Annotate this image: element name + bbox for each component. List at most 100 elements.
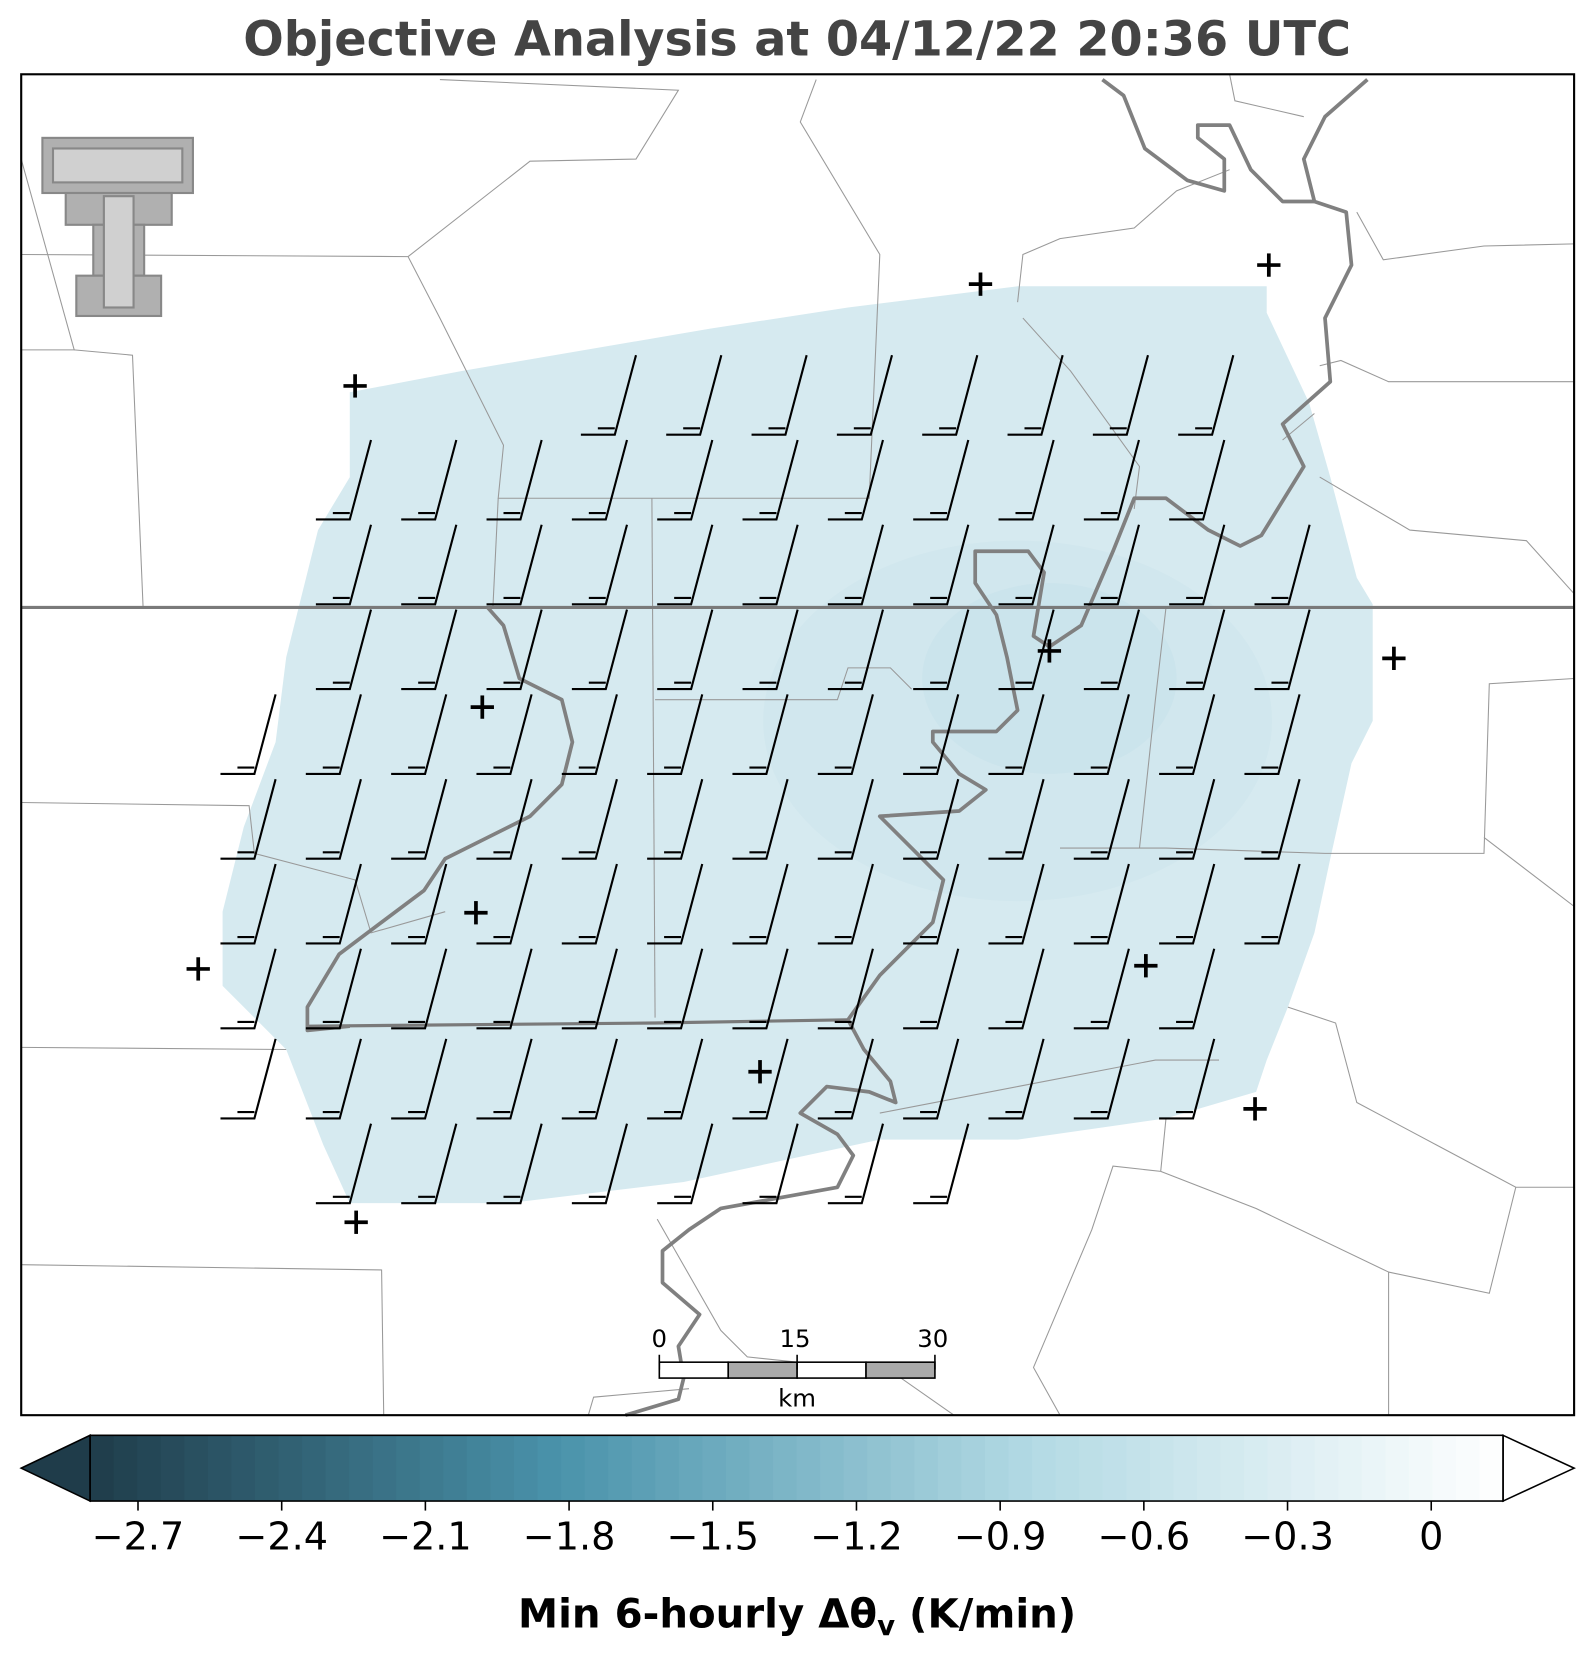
wind-barb	[561, 778, 618, 860]
colorbar-segment	[1079, 1435, 1104, 1502]
scalebar-segment	[727, 1361, 798, 1379]
colorbar-segment	[1196, 1435, 1222, 1502]
colorbar-tick-label: −2.7	[92, 1515, 185, 1559]
scalebar-segment	[865, 1361, 936, 1379]
wind-barb	[913, 524, 970, 606]
colorbar-segment	[1432, 1435, 1457, 1502]
colorbar-segment	[254, 1435, 280, 1502]
wind-barb	[1169, 609, 1226, 691]
title: Objective Analysis at 04/12/22 20:36 UTC	[243, 12, 1351, 67]
scalebar-segment	[658, 1361, 730, 1379]
wind-barb	[1073, 1038, 1130, 1120]
colorbar-segment	[1267, 1435, 1292, 1502]
wind-barbs	[220, 354, 1311, 1205]
wind-barb	[913, 1123, 970, 1205]
wind-barb	[401, 524, 458, 606]
wind-barb	[742, 439, 799, 521]
wind-barb	[1169, 439, 1226, 521]
wind-barb	[666, 354, 723, 436]
wind-barb	[561, 863, 618, 945]
colorbar-tick-label: −0.6	[1098, 1515, 1191, 1559]
colorbar-tick-label: 0	[1419, 1515, 1443, 1559]
colorbar-label-sub: v	[877, 1610, 895, 1642]
colorbar-segment	[725, 1435, 751, 1502]
wind-barb	[1073, 863, 1130, 945]
wind-barb	[732, 1038, 789, 1120]
colorbar-segment	[561, 1435, 586, 1502]
wind-barb	[391, 778, 448, 860]
wind-barb	[817, 948, 874, 1030]
map-frame	[20, 73, 1576, 1417]
wind-barb	[571, 1123, 629, 1205]
colorbar-segment	[1361, 1435, 1386, 1502]
wind-barb	[732, 694, 789, 775]
wind-barb	[998, 609, 1055, 691]
wind-barb	[903, 778, 960, 860]
colorbar: Min 6-hourly Δθv (K/min) −2.7 −2.4 −2.1 −1.…	[19, 1434, 1576, 1642]
wind-barb	[571, 524, 629, 606]
wind-barb	[486, 1123, 543, 1205]
colorbar-segment	[302, 1435, 327, 1502]
colorbar-tick-label: −1.2	[810, 1515, 903, 1559]
wind-barb	[305, 778, 362, 860]
colorbar-tick-label: −1.8	[523, 1515, 616, 1559]
scalebar-tick-label: 30	[917, 1324, 948, 1353]
colorbar-segment	[1314, 1435, 1339, 1502]
colorbar-segment	[1149, 1435, 1174, 1502]
colorbar-segment	[773, 1435, 798, 1502]
wind-barb	[647, 863, 704, 945]
wind-barb	[486, 609, 543, 691]
wind-barb	[751, 354, 808, 436]
wind-barb	[580, 354, 638, 436]
colorbar-segment	[1408, 1435, 1433, 1502]
colorbar-segment	[1244, 1435, 1269, 1502]
wind-barb	[817, 1038, 874, 1120]
colorbar-label-suffix: (K/min)	[895, 1592, 1076, 1638]
wind-barb	[988, 778, 1045, 860]
scalebar-tick-label: 15	[779, 1324, 810, 1353]
wind-barb	[305, 948, 362, 1030]
colorbar-segment	[372, 1435, 397, 1502]
colorbar-segment	[843, 1435, 868, 1502]
colorbar-segment	[1455, 1435, 1481, 1502]
colorbar-segment	[1220, 1435, 1245, 1502]
colorbar-segment	[867, 1435, 892, 1502]
wind-barb	[913, 439, 970, 521]
colorbar-segment	[137, 1435, 162, 1502]
colorbar-segment	[537, 1435, 562, 1502]
colorbar-segment	[513, 1435, 539, 1502]
wind-barb	[657, 609, 714, 691]
wind-barb	[742, 1123, 799, 1205]
wind-barb	[476, 778, 533, 860]
wind-barb	[903, 694, 960, 775]
wind-barb	[742, 609, 799, 691]
wind-barb	[1073, 948, 1130, 1030]
rivers	[305, 78, 1369, 1417]
colorbar-segment	[207, 1435, 232, 1502]
wind-barb	[305, 694, 362, 775]
wind-barb	[1007, 354, 1064, 436]
colorbar-segment	[1032, 1435, 1057, 1502]
wind-barb	[220, 1038, 277, 1120]
wind-barb	[827, 1123, 885, 1205]
wind-barb	[391, 694, 448, 775]
colorbar-tick-label: −1.5	[666, 1515, 759, 1559]
wind-barb	[657, 524, 714, 606]
wind-barb	[836, 354, 894, 436]
wind-barb	[315, 609, 373, 691]
wind-barb	[1083, 524, 1140, 606]
colorbar-segment	[1385, 1435, 1410, 1502]
wind-barb	[1083, 609, 1140, 691]
wind-barb	[401, 609, 458, 691]
colorbar-segment	[584, 1435, 609, 1502]
wind-barb	[305, 863, 362, 945]
wind-barb	[1244, 863, 1301, 945]
wind-barb	[903, 948, 960, 1030]
wind-barb	[817, 863, 874, 945]
wind-barb	[998, 439, 1055, 521]
wind-barb	[401, 439, 458, 521]
colorbar-segment	[937, 1435, 962, 1502]
wind-barb	[1159, 694, 1216, 775]
wind-barb	[315, 439, 373, 521]
colorbar-segment	[113, 1435, 138, 1502]
